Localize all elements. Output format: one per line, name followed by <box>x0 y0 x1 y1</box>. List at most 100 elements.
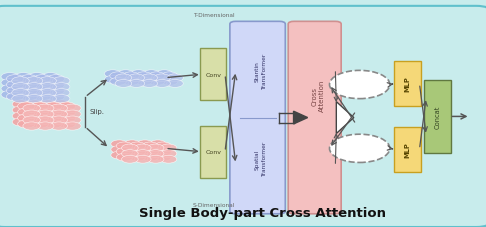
Circle shape <box>12 112 30 121</box>
Circle shape <box>130 71 147 78</box>
Circle shape <box>39 77 56 86</box>
Circle shape <box>64 122 81 131</box>
Circle shape <box>117 71 134 78</box>
Circle shape <box>142 148 158 156</box>
Circle shape <box>39 83 56 91</box>
Circle shape <box>1 73 18 81</box>
Circle shape <box>330 71 390 99</box>
Circle shape <box>34 87 51 95</box>
Circle shape <box>137 146 153 154</box>
Circle shape <box>17 103 35 111</box>
Circle shape <box>160 150 177 158</box>
Circle shape <box>154 80 171 88</box>
Circle shape <box>129 148 146 156</box>
Circle shape <box>64 111 81 119</box>
Circle shape <box>116 148 133 156</box>
Circle shape <box>137 152 153 159</box>
Circle shape <box>50 122 68 131</box>
Circle shape <box>12 83 29 91</box>
Circle shape <box>122 144 138 152</box>
Circle shape <box>26 112 43 121</box>
Circle shape <box>156 76 173 84</box>
Text: Transformer: Transformer <box>262 141 267 177</box>
Circle shape <box>20 87 37 95</box>
Text: Stantin: Stantin <box>255 61 260 82</box>
Polygon shape <box>336 102 354 134</box>
Circle shape <box>39 112 57 121</box>
Circle shape <box>12 101 30 109</box>
Circle shape <box>47 81 65 89</box>
Circle shape <box>124 152 140 159</box>
Circle shape <box>53 118 70 126</box>
Circle shape <box>50 105 68 113</box>
Circle shape <box>42 79 59 87</box>
FancyBboxPatch shape <box>424 81 451 153</box>
Circle shape <box>12 118 30 126</box>
Circle shape <box>58 114 76 123</box>
Circle shape <box>58 103 76 111</box>
Circle shape <box>129 142 146 150</box>
Circle shape <box>36 116 54 125</box>
Circle shape <box>12 95 29 103</box>
Circle shape <box>135 156 151 163</box>
Circle shape <box>128 80 145 88</box>
Circle shape <box>6 75 24 84</box>
Circle shape <box>141 80 157 88</box>
Circle shape <box>23 122 40 131</box>
Circle shape <box>28 79 46 87</box>
Circle shape <box>31 103 49 111</box>
Circle shape <box>143 71 160 78</box>
Circle shape <box>6 87 24 95</box>
Circle shape <box>122 78 139 86</box>
Circle shape <box>143 76 160 84</box>
Text: MLP: MLP <box>405 142 411 158</box>
Circle shape <box>167 75 183 82</box>
Circle shape <box>116 142 133 150</box>
Text: Single Body-part Cross Attention: Single Body-part Cross Attention <box>139 206 386 219</box>
Circle shape <box>17 114 35 123</box>
Circle shape <box>129 154 146 161</box>
Text: Conv: Conv <box>206 150 221 155</box>
Circle shape <box>104 71 121 78</box>
Circle shape <box>136 78 152 86</box>
Text: S-Dimensional: S-Dimensional <box>192 202 235 207</box>
Text: Spatial: Spatial <box>255 149 260 169</box>
Circle shape <box>42 85 59 93</box>
Circle shape <box>50 111 68 119</box>
Circle shape <box>36 122 54 131</box>
Circle shape <box>17 120 35 128</box>
Circle shape <box>26 101 43 109</box>
Circle shape <box>47 87 65 95</box>
Circle shape <box>155 148 172 156</box>
Text: TransFormer: TransFormer <box>262 54 267 89</box>
Circle shape <box>155 154 172 161</box>
Circle shape <box>122 150 138 158</box>
Circle shape <box>39 101 57 109</box>
Circle shape <box>161 73 178 80</box>
Circle shape <box>110 73 126 80</box>
Circle shape <box>45 120 62 128</box>
Circle shape <box>52 89 70 97</box>
Text: Conv: Conv <box>206 72 221 77</box>
Circle shape <box>12 89 29 97</box>
Circle shape <box>12 77 29 86</box>
Circle shape <box>31 109 49 117</box>
Circle shape <box>124 146 140 154</box>
Circle shape <box>148 73 165 80</box>
Circle shape <box>45 109 62 117</box>
Circle shape <box>111 146 127 154</box>
Circle shape <box>45 103 62 111</box>
Circle shape <box>58 109 76 117</box>
Circle shape <box>15 85 32 93</box>
Circle shape <box>58 120 76 128</box>
Circle shape <box>42 91 59 99</box>
Circle shape <box>39 118 57 126</box>
Circle shape <box>116 154 133 161</box>
Circle shape <box>25 83 43 91</box>
Circle shape <box>150 140 166 148</box>
Circle shape <box>45 114 62 123</box>
Circle shape <box>25 95 43 103</box>
Circle shape <box>17 109 35 117</box>
Circle shape <box>53 106 70 115</box>
Text: T-Dimensional: T-Dimensional <box>193 13 235 18</box>
